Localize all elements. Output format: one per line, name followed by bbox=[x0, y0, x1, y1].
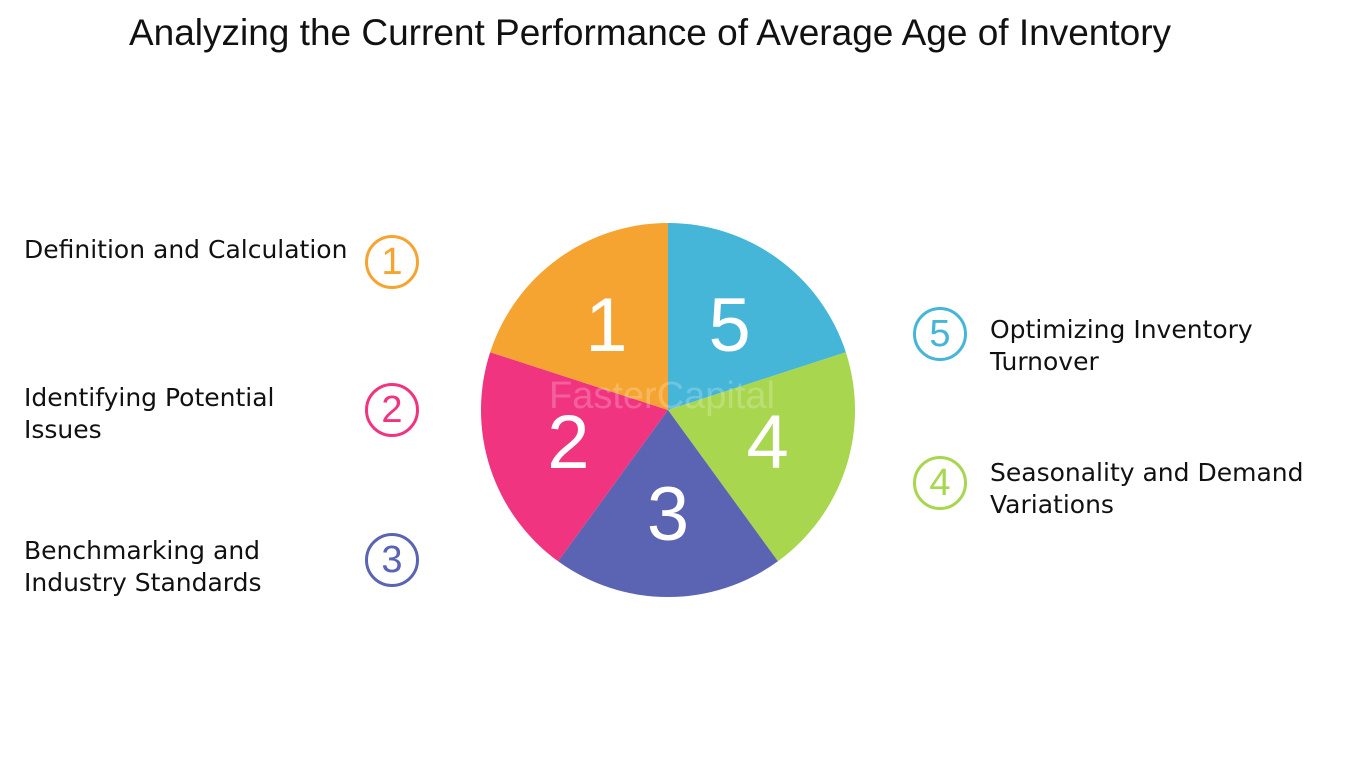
page-title: Analyzing the Current Performance of Ave… bbox=[128, 12, 1172, 53]
item-2-number-badge: 2 bbox=[365, 383, 419, 437]
pie-slice-number-2: 2 bbox=[547, 400, 589, 485]
pie-slice-4 bbox=[668, 352, 856, 562]
pie-slice-5 bbox=[668, 223, 846, 410]
item-4-number-badge: 4 bbox=[913, 456, 967, 510]
item-3-label: Benchmarking and Industry Standards bbox=[24, 536, 262, 597]
pie-slice-number-3: 3 bbox=[647, 472, 689, 557]
watermark-text: FasterCapital bbox=[549, 375, 775, 417]
pie-slice-number-1: 1 bbox=[585, 283, 627, 368]
item-1-label: Definition and Calculation bbox=[24, 235, 348, 264]
pie-slice-1 bbox=[490, 222, 668, 410]
pie-slice-2 bbox=[480, 352, 668, 562]
item-4-label: Seasonality and Demand Variations bbox=[990, 458, 1304, 519]
item-2-label: Identifying Potential Issues bbox=[24, 383, 275, 444]
item-1-number-badge: 1 bbox=[365, 235, 419, 289]
pie-slice-3 bbox=[558, 410, 778, 598]
item-5-label: Optimizing Inventory Turnover bbox=[990, 315, 1253, 376]
pie-slice-number-5: 5 bbox=[708, 283, 750, 368]
item-3-number-badge: 3 bbox=[365, 533, 419, 587]
item-5-number-badge: 5 bbox=[913, 307, 967, 361]
pie-slice-number-4: 4 bbox=[746, 400, 788, 485]
